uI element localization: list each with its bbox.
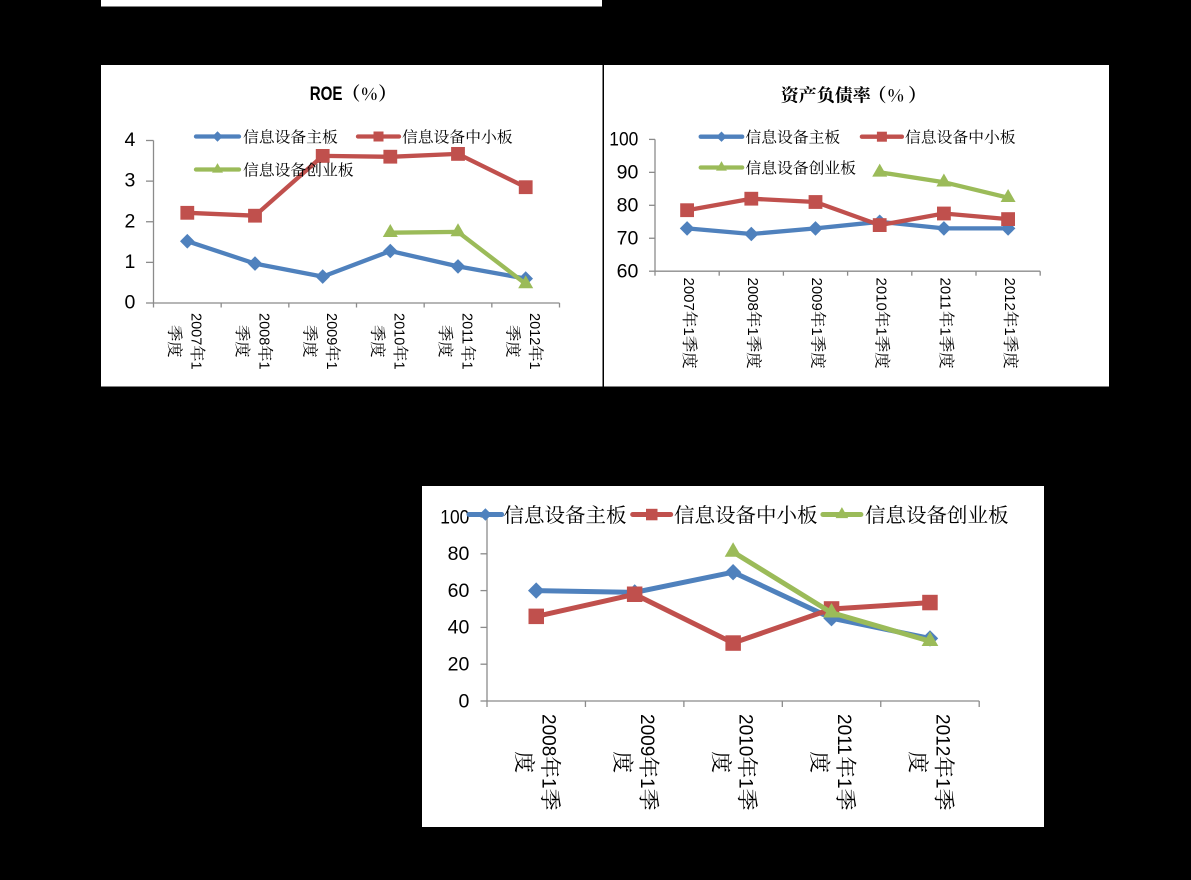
svg-text:1: 1	[188, 362, 204, 370]
svg-text:2010: 2010	[872, 278, 889, 311]
svg-text:80: 80	[448, 543, 470, 565]
svg-text:70: 70	[617, 228, 639, 250]
svg-text:2009: 2009	[808, 278, 825, 311]
svg-text:2012: 2012	[526, 313, 542, 345]
svg-text:40: 40	[448, 617, 470, 639]
svg-text:1: 1	[1001, 327, 1018, 335]
svg-text:2007: 2007	[680, 278, 697, 311]
svg-text:1: 1	[808, 327, 825, 335]
svg-text:0: 0	[458, 690, 469, 712]
svg-text:1: 1	[872, 327, 889, 335]
svg-text:60: 60	[617, 261, 639, 283]
svg-text:2011: 2011	[458, 313, 474, 344]
svg-text:1: 1	[323, 362, 339, 370]
svg-text:1: 1	[255, 362, 271, 370]
svg-text:0: 0	[124, 292, 135, 314]
svg-text:1: 1	[744, 327, 761, 335]
svg-text:3: 3	[124, 170, 135, 192]
svg-text:1: 1	[937, 327, 954, 335]
svg-text:1: 1	[833, 778, 854, 789]
svg-text:1: 1	[680, 327, 697, 335]
svg-text:2009: 2009	[323, 313, 339, 345]
svg-text:2010: 2010	[735, 714, 756, 756]
svg-text:1: 1	[124, 251, 135, 273]
svg-text:2010: 2010	[391, 313, 407, 345]
svg-text:1: 1	[735, 778, 756, 789]
svg-text:2011: 2011	[833, 714, 854, 755]
svg-text:2: 2	[124, 210, 135, 232]
svg-text:100: 100	[609, 129, 638, 151]
svg-text:ROE: ROE	[310, 84, 343, 105]
svg-text:2012: 2012	[931, 714, 952, 756]
svg-text:1: 1	[538, 778, 559, 789]
svg-text:60: 60	[448, 580, 470, 602]
svg-text:2011: 2011	[937, 278, 954, 310]
svg-text:1: 1	[931, 778, 952, 789]
svg-text:2007: 2007	[188, 313, 204, 345]
svg-text:100: 100	[440, 506, 469, 528]
svg-text:2008: 2008	[538, 714, 559, 756]
svg-text:80: 80	[617, 195, 639, 217]
svg-text:90: 90	[617, 162, 639, 184]
svg-text:2008: 2008	[255, 313, 271, 345]
svg-text:1: 1	[391, 362, 407, 370]
svg-text:2012: 2012	[1001, 278, 1018, 311]
svg-text:4: 4	[124, 129, 135, 151]
svg-text:2009: 2009	[636, 714, 657, 756]
svg-text:1: 1	[458, 362, 474, 370]
svg-text:20: 20	[448, 654, 470, 676]
svg-text:1: 1	[526, 362, 542, 370]
svg-text:2008: 2008	[744, 278, 761, 311]
svg-text:1: 1	[636, 778, 657, 789]
